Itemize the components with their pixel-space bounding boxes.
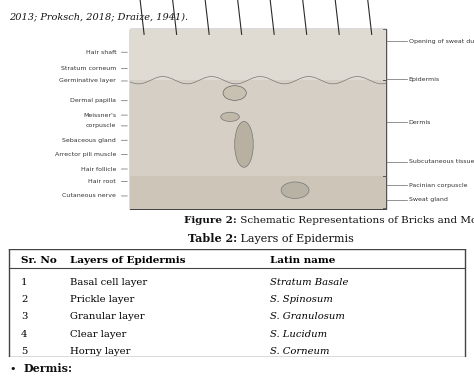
Text: Basal cell layer: Basal cell layer — [70, 278, 147, 286]
Text: Clear layer: Clear layer — [70, 330, 126, 339]
Text: Hair follicle: Hair follicle — [81, 166, 116, 171]
Text: corpuscle: corpuscle — [86, 124, 116, 129]
Text: Meissner's: Meissner's — [83, 113, 116, 118]
Text: Epidermis: Epidermis — [409, 77, 440, 82]
Text: 4: 4 — [21, 330, 27, 339]
Ellipse shape — [281, 182, 309, 198]
Text: S. Lucidum: S. Lucidum — [270, 330, 327, 339]
Ellipse shape — [221, 112, 239, 122]
Text: Granular layer: Granular layer — [70, 312, 145, 322]
Text: Sebaceous gland: Sebaceous gland — [63, 138, 116, 143]
Text: Dermis: Dermis — [409, 120, 431, 125]
Text: Stratum corneum: Stratum corneum — [61, 66, 116, 71]
Text: Prickle layer: Prickle layer — [70, 295, 134, 304]
Text: Germinative layer: Germinative layer — [59, 78, 116, 83]
Text: Figure 2:: Figure 2: — [184, 216, 237, 225]
Text: Pacinian corpuscle: Pacinian corpuscle — [409, 183, 467, 188]
Text: Table 2:: Table 2: — [188, 234, 237, 244]
Text: Layers of Epidermis: Layers of Epidermis — [70, 256, 185, 265]
Text: Latin name: Latin name — [270, 256, 335, 265]
Text: Dermal papilla: Dermal papilla — [70, 98, 116, 103]
Text: Sweat gland: Sweat gland — [409, 197, 448, 202]
Text: S. Corneum: S. Corneum — [270, 347, 329, 356]
Text: Schematic Representations of Bricks and Mortar Model: Schematic Representations of Bricks and … — [237, 216, 474, 225]
Text: 1: 1 — [21, 278, 27, 286]
Text: Layers of Epidermis: Layers of Epidermis — [237, 234, 354, 244]
Text: Opening of sweat ducts: Opening of sweat ducts — [409, 39, 474, 44]
Text: •: • — [9, 364, 16, 374]
Text: 5: 5 — [21, 347, 27, 356]
Text: Horny layer: Horny layer — [70, 347, 130, 356]
Text: 3: 3 — [21, 312, 27, 322]
Bar — [130, 176, 386, 208]
Ellipse shape — [223, 86, 246, 100]
Ellipse shape — [235, 122, 253, 167]
Text: Hair shaft: Hair shaft — [86, 50, 116, 55]
Text: Stratum Basale: Stratum Basale — [270, 278, 348, 286]
Text: 2013; Proksch, 2018; Draize, 1941).: 2013; Proksch, 2018; Draize, 1941). — [9, 12, 189, 21]
Text: S. Spinosum: S. Spinosum — [270, 295, 332, 304]
Text: Sr. No: Sr. No — [21, 256, 57, 265]
Text: Subcutaneous tissue: Subcutaneous tissue — [409, 159, 474, 164]
Text: Arrector pili muscle: Arrector pili muscle — [55, 152, 116, 157]
Text: Cutaneous nerve: Cutaneous nerve — [63, 193, 116, 198]
Text: Hair root: Hair root — [89, 179, 116, 184]
Bar — [130, 29, 386, 80]
Bar — [130, 80, 386, 176]
Text: S. Granulosum: S. Granulosum — [270, 312, 345, 322]
Text: 2: 2 — [21, 295, 27, 304]
Bar — [130, 29, 386, 208]
Text: Dermis:: Dermis: — [23, 363, 73, 374]
